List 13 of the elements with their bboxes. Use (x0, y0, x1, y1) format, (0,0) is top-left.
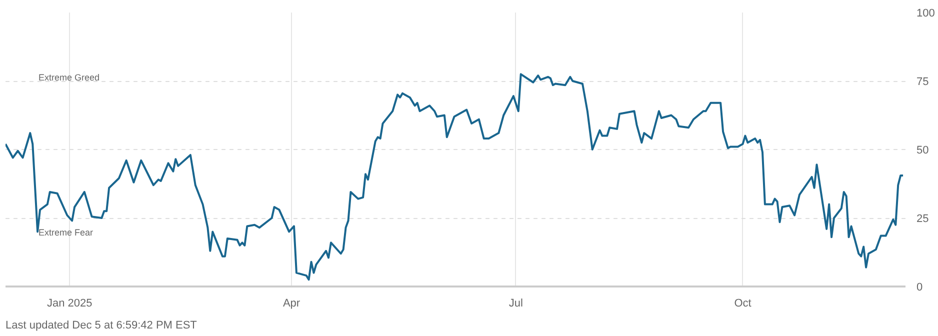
x-tick-label: Oct (734, 298, 752, 310)
y-tick-label: 100 (916, 8, 935, 20)
annotation: Extreme Greed (38, 72, 100, 82)
x-tick-label: Jul (508, 298, 523, 310)
y-tick-label: 25 (916, 213, 929, 225)
line-series (6, 73, 904, 281)
y-tick-label: 50 (916, 144, 929, 156)
text: Last updated Dec 5 at 6:59:42 PM EST (6, 320, 198, 332)
x-tick-label: Apr (282, 298, 300, 310)
y-tick-label: 75 (916, 76, 929, 88)
annotation: Extreme Fear (38, 228, 94, 238)
x-tick-label: Jan 2025 (46, 298, 92, 310)
y-tick-label: 0 (916, 282, 923, 294)
